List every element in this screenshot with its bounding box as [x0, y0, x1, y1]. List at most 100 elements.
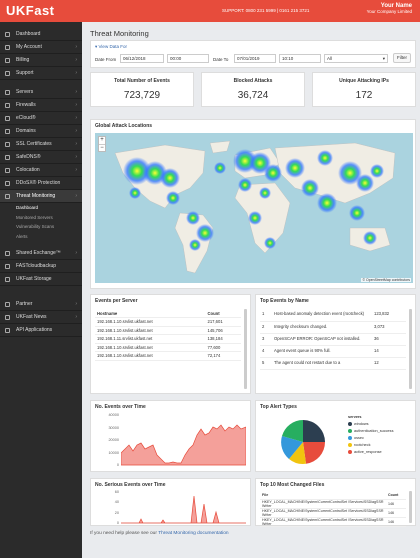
- sidebar: Dashboard My Account › Billing › Support › Serv…: [0, 22, 82, 558]
- panel-title: Events per Server: [95, 298, 138, 304]
- attack-heatmap[interactable]: + − © OpenStreetMap contributors: [95, 133, 413, 283]
- sidebar-item-fastcloudbackup[interactable]: FASTcloudbackup: [0, 260, 82, 273]
- filter-button[interactable]: Filter: [393, 53, 411, 63]
- api-icon: [5, 328, 10, 333]
- table-row[interactable]: 192.168.1.10.srvlist.ukfast.net 72,174: [95, 351, 241, 361]
- my-account-icon: [5, 45, 10, 50]
- sidebar-item-firewalls[interactable]: Firewalls ›: [0, 99, 82, 112]
- table-cell: 3: [260, 333, 272, 346]
- panel-title: Top 10 Most Changed Files: [260, 482, 325, 488]
- alert-types-pie: [281, 420, 325, 465]
- table-cell: 1: [260, 309, 272, 322]
- table-cell: 36: [372, 333, 406, 346]
- chevron-right-icon: ›: [75, 193, 77, 199]
- support-icon: [5, 71, 10, 76]
- sidebar-item-partner[interactable]: Partner ›: [0, 298, 82, 311]
- view-data-for-label: ▾ View Data For: [95, 44, 127, 49]
- sidebar-item-colocation[interactable]: Colocation ›: [0, 164, 82, 177]
- user-name[interactable]: Your Name: [380, 3, 412, 9]
- date-from-input[interactable]: 06/12/2018: [120, 54, 164, 63]
- sidebar-item-label: Domains: [16, 128, 36, 134]
- ukfast-storage-icon: [5, 277, 10, 282]
- ukfast-news-icon: [5, 315, 10, 320]
- sidebar-item-ssl[interactable]: SSL Certificates ›: [0, 138, 82, 151]
- legend-label: rootcheck: [354, 443, 371, 447]
- legend-swatch: [348, 443, 352, 447]
- chevron-right-icon: ›: [75, 314, 77, 320]
- chevron-right-icon: ›: [75, 115, 77, 121]
- sidebar-item-ukfast-news[interactable]: UKFast News ›: [0, 311, 82, 324]
- sidebar-subitem[interactable]: Alerts: [16, 233, 28, 239]
- scrollbar[interactable]: [409, 491, 412, 523]
- table-row[interactable]: HKEY_LOCAL_MACHINE\System\CurrentControl…: [260, 499, 406, 509]
- table-cell: 145,706: [205, 326, 241, 335]
- scrollbar[interactable]: [244, 309, 247, 389]
- legend-label: active_response: [354, 450, 382, 454]
- sidebar-item-api[interactable]: API Applications: [0, 324, 82, 337]
- sidebar-item-domains[interactable]: Domains ›: [0, 125, 82, 138]
- ukfast-logo[interactable]: UKFast: [6, 3, 55, 18]
- sidebar-item-billing[interactable]: Billing ›: [0, 54, 82, 67]
- table-row[interactable]: 2 Integrity checksum changed. 3,073: [260, 321, 406, 334]
- sidebar-subitem[interactable]: Dashboard: [16, 205, 39, 210]
- sidebar-item-ecloud[interactable]: eCloud® ›: [0, 112, 82, 125]
- y-tick-label: 30000: [108, 425, 119, 430]
- chevron-right-icon: ›: [75, 89, 77, 95]
- table-cell: 192.168.1.11.srvlist.ukfast.net: [95, 334, 206, 344]
- sidebar-subitem[interactable]: Vulnerability Scans: [16, 224, 55, 229]
- sidebar-subitem[interactable]: Monitored Servers: [16, 214, 53, 220]
- date-to-input[interactable]: 07/01/2019: [234, 54, 276, 63]
- map-panel: Global Attack Locations: [90, 119, 416, 289]
- documentation-link[interactable]: Threat Monitoring documentation: [158, 531, 229, 536]
- table-row[interactable]: 5 The agent could not restart due to a 12: [260, 357, 406, 370]
- table-cell: 4: [260, 345, 272, 358]
- sidebar-item-safedns[interactable]: SafeDNS® ›: [0, 151, 82, 164]
- top-events-panel: Top Events by Name 1 Host-based anomaly d…: [255, 294, 416, 394]
- sidebar-item-ukfast-storage[interactable]: UKFast Storage: [0, 273, 82, 286]
- legend-entry: active_response: [348, 450, 382, 454]
- chevron-right-icon: ›: [75, 128, 77, 134]
- table-row[interactable]: 192.168.1.10.srvlist.ukfast.net 217,601: [95, 317, 241, 327]
- filter-panel: ▾ View Data For Date From 06/12/2018 00:…: [90, 40, 416, 68]
- sidebar-item-threat-monitoring[interactable]: Threat Monitoring ›: [0, 190, 82, 203]
- serious-events-panel: No. Serious Events over Time 60 40 20 0: [90, 478, 251, 526]
- fastcloudbackup-icon: [5, 264, 10, 269]
- zoom-out-button[interactable]: −: [100, 145, 104, 151]
- server-select[interactable]: All ▾: [324, 54, 388, 63]
- sidebar-item-support[interactable]: Support ›: [0, 67, 82, 80]
- y-tick-label: 40: [114, 500, 119, 505]
- chevron-right-icon: ›: [75, 44, 77, 50]
- domains-icon: [5, 129, 10, 134]
- partner-icon: [5, 302, 10, 307]
- table-row[interactable]: 192.168.1.10.srvlist.ukfast.net 145,706: [95, 326, 241, 335]
- sidebar-item-servers[interactable]: Servers ›: [0, 86, 82, 99]
- table-row[interactable]: 3 OpenSCAP ERROR: OpenSCAP not installed.…: [260, 333, 406, 346]
- panel-title: Top Alert Types: [260, 404, 297, 410]
- map-attribution[interactable]: © OpenStreetMap contributors: [361, 278, 411, 282]
- table-cell: HKEY_LOCAL_MACHINE\System\CurrentControl…: [260, 499, 386, 509]
- table-row[interactable]: 192.168.1.10.srvlist.ukfast.net 77,600: [95, 343, 241, 352]
- table-row[interactable]: HKEY_LOCAL_MACHINE\System\CurrentControl…: [260, 508, 406, 518]
- legend-entry: authentication_success: [348, 429, 393, 433]
- sidebar-item-shared-exchange[interactable]: Shared Exchange™ ›: [0, 247, 82, 260]
- table-row[interactable]: 192.168.1.11.srvlist.ukfast.net 138,184: [95, 334, 241, 344]
- user-menu[interactable]: Your Name Your Company Limited: [345, 3, 412, 14]
- shared-exchange-icon: [5, 251, 10, 256]
- chevron-right-icon: ›: [75, 70, 77, 76]
- table-cell: 138,184: [205, 334, 241, 344]
- legend-label: windows: [354, 422, 369, 426]
- time-to-input[interactable]: 10:10: [279, 54, 321, 63]
- threat-monitoring-icon: [5, 194, 10, 199]
- support-numbers: SUPPORT: 0800 231 5999 | 0161 215 3721: [222, 8, 310, 13]
- sidebar-item-label: Billing: [16, 57, 30, 63]
- time-from-input[interactable]: 00:00: [167, 54, 209, 63]
- sidebar-item-ddosx[interactable]: DDoSX® Protection: [0, 177, 82, 190]
- sidebar-item-my-account[interactable]: My Account ›: [0, 41, 82, 54]
- table-row[interactable]: 4 Agent event queue is 90% full. 14: [260, 345, 406, 358]
- sidebar-item-dashboard[interactable]: Dashboard: [0, 28, 82, 41]
- table-row[interactable]: HKEY_LOCAL_MACHINE\System\CurrentControl…: [260, 517, 406, 527]
- table-row[interactable]: 1 Host-based anomaly detection event (roo…: [260, 309, 406, 322]
- table-cell: Integrity checksum changed.: [272, 321, 372, 334]
- scrollbar[interactable]: [409, 309, 412, 389]
- zoom-in-button[interactable]: +: [99, 137, 105, 145]
